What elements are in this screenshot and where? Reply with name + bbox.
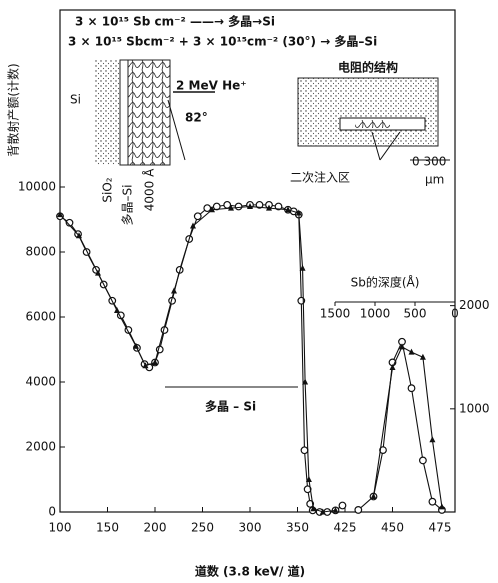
point xyxy=(429,436,436,443)
point xyxy=(379,446,387,454)
point xyxy=(171,287,177,294)
point xyxy=(399,343,405,350)
point xyxy=(299,264,306,271)
point xyxy=(338,501,347,510)
point xyxy=(152,359,158,365)
point xyxy=(65,218,74,227)
point xyxy=(266,204,272,211)
point xyxy=(428,497,437,506)
x2-tick-label: 1500 xyxy=(320,307,351,321)
series-line xyxy=(59,205,336,513)
sample-inset xyxy=(95,59,215,166)
resistor-inset xyxy=(297,77,450,161)
si-layer xyxy=(95,60,120,165)
point xyxy=(76,232,82,239)
annotation: 二次注入区 xyxy=(290,170,350,185)
point xyxy=(57,211,63,218)
point xyxy=(419,456,427,465)
annotation: 2 MeV He⁺ xyxy=(176,79,247,93)
annotation: 多晶 – Si xyxy=(205,399,256,414)
annotation: μm xyxy=(425,173,444,187)
point xyxy=(190,222,196,229)
poly-layer xyxy=(127,59,171,166)
top-axis-label: Sb的深度(Å) xyxy=(351,275,420,290)
y-tick-label: 10000 xyxy=(18,180,56,194)
y-axis-label: 背散射产额(计数) xyxy=(6,63,21,156)
point xyxy=(274,202,283,211)
annotation: 3 × 10¹⁵ Sb cm⁻² ——→ 多晶→Si xyxy=(75,14,275,29)
point xyxy=(302,378,309,385)
exit-line xyxy=(167,99,186,161)
pointer xyxy=(379,131,401,161)
x-tick-label: 475 xyxy=(429,521,452,535)
x-tick-label: 300 xyxy=(239,521,262,535)
point xyxy=(408,348,415,355)
point xyxy=(95,269,101,276)
implant-zone xyxy=(355,120,390,128)
x-tick-label: 200 xyxy=(144,521,167,535)
point xyxy=(407,384,416,393)
point xyxy=(133,342,139,349)
x-tick-label: 425 xyxy=(334,521,357,535)
point xyxy=(319,508,326,515)
point xyxy=(438,503,445,510)
series-line xyxy=(59,204,343,513)
x-tick-label: 450 xyxy=(381,521,404,535)
annotation: 电阻的结构 xyxy=(338,60,398,75)
annotation: 3 × 10¹⁵ Sbcm⁻² + 3 × 10¹⁵cm⁻² (30°) → 多… xyxy=(68,34,377,49)
series-line xyxy=(357,340,443,511)
x2-tick-label: 500 xyxy=(404,307,427,321)
point xyxy=(295,209,302,216)
y-tick-label: 6000 xyxy=(25,310,56,324)
y-tick-label: 2000 xyxy=(25,440,56,454)
sio2-layer xyxy=(119,59,129,166)
point xyxy=(255,200,264,209)
point xyxy=(419,353,426,360)
point xyxy=(300,446,309,455)
y-tick-label: 4000 xyxy=(25,375,56,389)
point xyxy=(228,204,234,211)
x2-tick-label: 0 xyxy=(451,307,459,321)
y-tick-label: 0 xyxy=(48,505,56,519)
point xyxy=(389,364,396,371)
x-tick-label: 150 xyxy=(96,521,119,535)
y2-tick-label: 2000 xyxy=(459,298,490,312)
plot-frame xyxy=(59,9,456,513)
point xyxy=(223,200,232,209)
annotation: SiO₂ xyxy=(101,177,115,202)
point xyxy=(142,362,149,369)
y-tick-label: 8000 xyxy=(25,245,56,259)
point xyxy=(354,506,363,514)
point xyxy=(332,506,339,513)
point xyxy=(114,307,120,313)
annotation: Si xyxy=(70,93,81,107)
point xyxy=(370,493,377,500)
x-tick-label: 250 xyxy=(191,521,214,535)
annotation: 82° xyxy=(185,111,208,125)
point xyxy=(209,206,215,213)
point xyxy=(193,212,202,221)
x-tick-label: 350 xyxy=(286,521,309,535)
point xyxy=(310,505,317,512)
resistor-body xyxy=(297,77,439,147)
point xyxy=(305,476,312,482)
point xyxy=(203,204,212,213)
annotation: 4000 Å xyxy=(142,168,157,211)
point xyxy=(247,203,253,209)
annotation: 多晶–Si xyxy=(121,185,135,226)
point xyxy=(234,202,243,211)
point xyxy=(285,206,291,213)
x-axis-label: 道数 (3.8 keV/ 道) xyxy=(195,564,305,579)
x2-tick-label: 1000 xyxy=(360,307,391,321)
annotation: 0 300 xyxy=(412,155,446,169)
x-tick-label: 100 xyxy=(49,521,72,535)
y2-tick-label: 1000 xyxy=(459,401,490,415)
pointer xyxy=(371,131,381,161)
